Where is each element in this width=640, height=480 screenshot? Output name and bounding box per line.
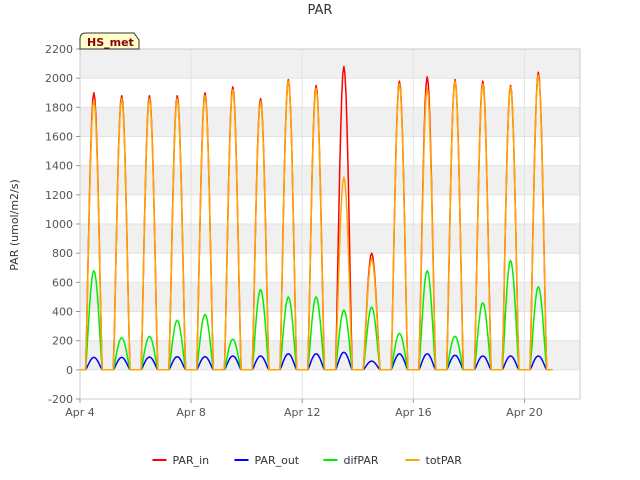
chart-title: PAR bbox=[308, 3, 333, 18]
y-tick-label: -200 bbox=[48, 393, 73, 406]
x-tick-label: Apr 16 bbox=[395, 406, 432, 419]
background-bands bbox=[80, 49, 580, 370]
legend: PAR_in PAR_out difPAR totPAR bbox=[152, 454, 463, 467]
x-tick-label: Apr 12 bbox=[284, 406, 321, 419]
station-badge: HS_met bbox=[79, 32, 140, 50]
series-line-difpar bbox=[80, 259, 553, 371]
y-axis-title: PAR (umol/m2/s) bbox=[8, 179, 21, 271]
grid-band bbox=[80, 165, 580, 195]
x-tick-label: Apr 8 bbox=[176, 406, 206, 419]
grid-band bbox=[80, 224, 580, 254]
legend-label-totpar: totPAR bbox=[426, 454, 463, 467]
y-axis-ticks: -200 0 200 400 600 800 1000 1200 1400 1600 1800 200… bbox=[45, 43, 80, 406]
y-tick-label: 1000 bbox=[45, 218, 73, 231]
x-axis-ticks: Apr 4 Apr 8 Apr 12 Apr 16 Apr 20 bbox=[65, 399, 543, 419]
x-tick-label: Apr 4 bbox=[65, 406, 95, 419]
y-tick-label: 0 bbox=[66, 364, 73, 377]
y-tick-label: 2200 bbox=[45, 43, 73, 56]
series-line-totpar bbox=[80, 74, 553, 371]
series-layer bbox=[80, 65, 553, 371]
grid-band bbox=[80, 340, 580, 370]
y-tick-label: 200 bbox=[52, 335, 73, 348]
series-line-par-out bbox=[80, 351, 553, 371]
y-tick-label: 1400 bbox=[45, 160, 73, 173]
legend-label-difpar: difPAR bbox=[344, 454, 379, 467]
grid-band bbox=[80, 49, 580, 79]
legend-label-par-in: PAR_in bbox=[173, 454, 210, 467]
y-tick-label: 1600 bbox=[45, 131, 73, 144]
legend-label-par-out: PAR_out bbox=[255, 454, 300, 467]
y-tick-label: 2000 bbox=[45, 72, 73, 85]
grid-band bbox=[80, 107, 580, 137]
grid-band bbox=[80, 282, 580, 312]
x-tick-label: Apr 20 bbox=[506, 406, 543, 419]
y-tick-label: 1800 bbox=[45, 101, 73, 114]
badge-label: HS_met bbox=[87, 36, 134, 49]
y-tick-label: 600 bbox=[52, 276, 73, 289]
badge-shape bbox=[79, 32, 140, 50]
y-tick-label: 800 bbox=[52, 247, 73, 260]
y-tick-label: 1200 bbox=[45, 189, 73, 202]
y-tick-label: 400 bbox=[52, 306, 73, 319]
